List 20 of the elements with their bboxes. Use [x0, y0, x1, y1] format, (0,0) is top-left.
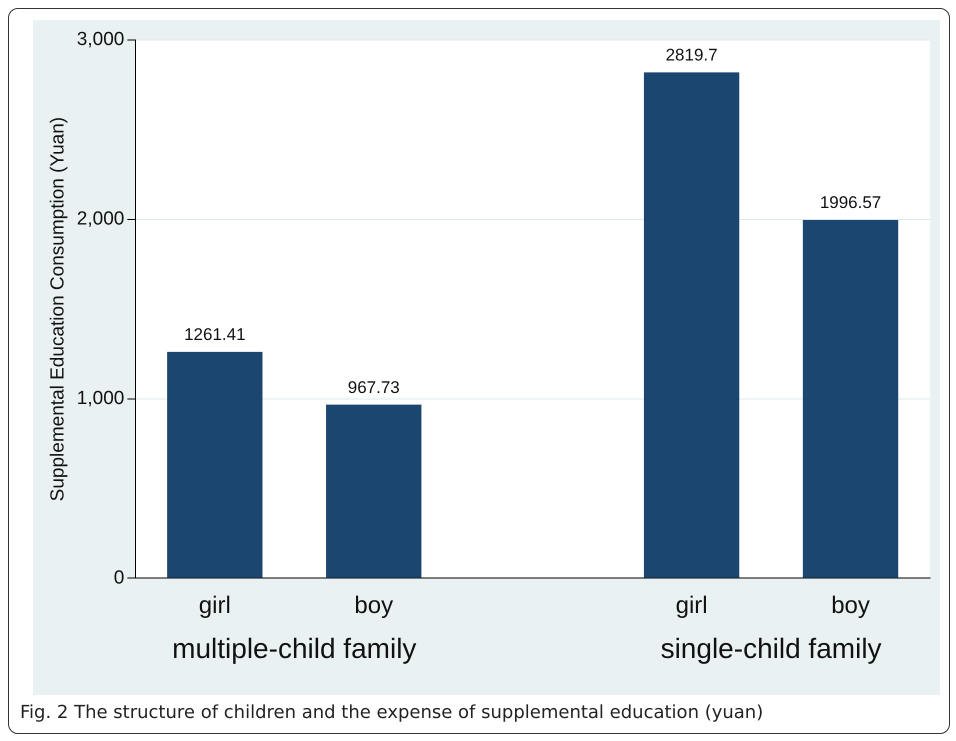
bar [644, 72, 740, 578]
text: single-child family [660, 632, 882, 664]
y-tick-label: 1,000 [76, 388, 124, 410]
y-tick-label: 3,000 [76, 29, 124, 50]
x-tick-label: boy [354, 592, 394, 620]
x-tick-label: boy [831, 592, 870, 620]
data-label: 1261.41 [184, 325, 246, 344]
y-axis-title: Supplemental Education Consumption (Yuan) [48, 116, 69, 502]
data-label: 967.73 [348, 378, 400, 397]
caption: Fig. 2 The structure of children and the expense of supplemental education (yuan) [20, 702, 764, 723]
bar [326, 404, 422, 578]
data-label: 2819.7 [666, 46, 718, 65]
x-tick-label: girl [676, 592, 708, 620]
x-tick-label: girl [198, 592, 231, 620]
bar [167, 352, 262, 578]
bar [802, 220, 898, 578]
data-label: 1996.57 [820, 193, 882, 212]
y-tick-label: 2,000 [76, 208, 124, 230]
text: multiple-child family [172, 632, 416, 664]
y-tick-label: 0 [114, 567, 124, 588]
